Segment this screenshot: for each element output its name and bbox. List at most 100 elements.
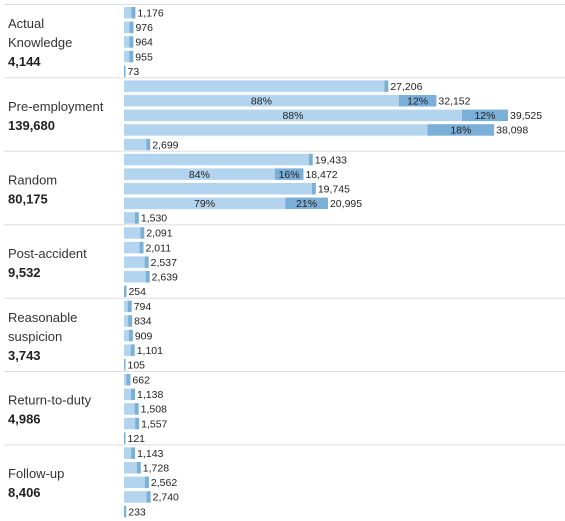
category-label: Reasonable — [8, 310, 77, 325]
value-label: 834 — [134, 316, 152, 328]
value-label: 1,557 — [141, 418, 167, 430]
category-total: 9,532 — [8, 265, 41, 280]
bar — [124, 388, 132, 401]
bar-segment — [129, 21, 134, 34]
value-label: 121 — [128, 433, 146, 445]
value-label: 18,472 — [305, 169, 337, 181]
bar-segment — [129, 36, 134, 48]
bar — [124, 271, 146, 283]
category-label: suspicion — [8, 329, 62, 344]
bar-segment — [131, 388, 136, 401]
bar-segment — [427, 124, 495, 136]
category-label: Post-accident — [8, 246, 87, 261]
bar — [124, 50, 130, 63]
bar — [124, 95, 399, 107]
bar-segment — [146, 138, 151, 151]
value-label: 1,101 — [137, 345, 163, 357]
bar-segment — [274, 168, 304, 180]
bar — [124, 212, 135, 224]
percent-label: 12% — [407, 96, 428, 108]
bar-segment — [124, 285, 127, 298]
value-label: 32,152 — [438, 96, 470, 108]
value-label: 2,091 — [146, 228, 172, 240]
bar — [124, 256, 145, 268]
bar — [124, 403, 135, 415]
value-label: 2,562 — [151, 477, 177, 489]
value-label: 233 — [128, 506, 146, 518]
value-label: 38,098 — [496, 125, 528, 137]
bar — [124, 241, 140, 254]
bar — [124, 21, 130, 34]
bar-segment — [285, 197, 328, 210]
value-label: 794 — [134, 301, 152, 313]
bar-segment — [124, 432, 126, 444]
bar-segment — [124, 359, 126, 371]
category-total: 139,680 — [8, 118, 55, 133]
value-label: 27,206 — [390, 81, 422, 93]
value-label: 1,143 — [137, 448, 163, 460]
value-label: 662 — [132, 375, 150, 387]
bar-segment — [308, 153, 313, 166]
bar-segment — [139, 241, 144, 254]
value-label: 20,995 — [330, 198, 362, 210]
percent-label: 79% — [194, 198, 215, 210]
bar — [124, 300, 128, 313]
bar-segment — [398, 95, 437, 107]
category-label: Actual — [8, 16, 44, 31]
bar — [124, 183, 312, 195]
value-label: 2,639 — [152, 272, 178, 284]
value-label: 955 — [135, 51, 153, 63]
bar-segment — [140, 227, 145, 239]
bar — [124, 227, 141, 239]
bar-segment — [128, 329, 133, 342]
category-label: Return-to-duty — [8, 393, 92, 408]
value-label: 39,525 — [510, 110, 542, 122]
bar-segment — [136, 462, 141, 474]
category-label: Random — [8, 173, 57, 188]
bar-segment — [384, 80, 389, 92]
value-label: 19,433 — [315, 154, 347, 166]
bar — [124, 476, 145, 489]
bar — [124, 197, 286, 210]
value-label: 2,740 — [153, 492, 179, 504]
bar — [124, 462, 137, 474]
category-total: 4,144 — [8, 54, 41, 69]
percent-label: 88% — [282, 110, 303, 122]
bar — [124, 374, 127, 386]
percent-label: 84% — [189, 169, 210, 181]
category-label: Pre-employment — [8, 99, 104, 114]
bar-segment — [124, 65, 126, 77]
bar — [124, 153, 309, 166]
bar — [124, 109, 462, 122]
bar — [124, 138, 147, 151]
bar — [124, 80, 385, 92]
bar-segment — [461, 109, 508, 122]
bar-segment — [131, 7, 136, 19]
value-label: 976 — [135, 22, 153, 34]
value-label: 1,138 — [137, 389, 163, 401]
value-label: 254 — [128, 286, 146, 298]
bar — [124, 315, 129, 327]
bar — [124, 124, 428, 136]
bar-segment — [126, 374, 131, 386]
bar — [124, 417, 136, 430]
bar-segment — [128, 315, 133, 327]
bar-segment — [130, 344, 135, 356]
value-label: 2,699 — [152, 139, 178, 151]
value-label: 2,537 — [151, 257, 177, 269]
bar-segment — [124, 505, 127, 518]
bar-segment — [127, 300, 132, 313]
value-label: 73 — [128, 66, 140, 78]
category-total: 3,743 — [8, 348, 41, 363]
percent-label: 18% — [450, 125, 471, 137]
value-label: 2,011 — [146, 242, 172, 254]
bar-segment — [146, 491, 151, 503]
value-label: 1,530 — [141, 213, 167, 225]
bar-segment — [311, 183, 316, 195]
bar — [124, 491, 147, 503]
bar-segment — [134, 403, 139, 415]
bar-segment — [134, 212, 139, 224]
percent-label: 88% — [251, 96, 272, 108]
bar — [124, 168, 275, 180]
value-label: 964 — [135, 37, 153, 49]
